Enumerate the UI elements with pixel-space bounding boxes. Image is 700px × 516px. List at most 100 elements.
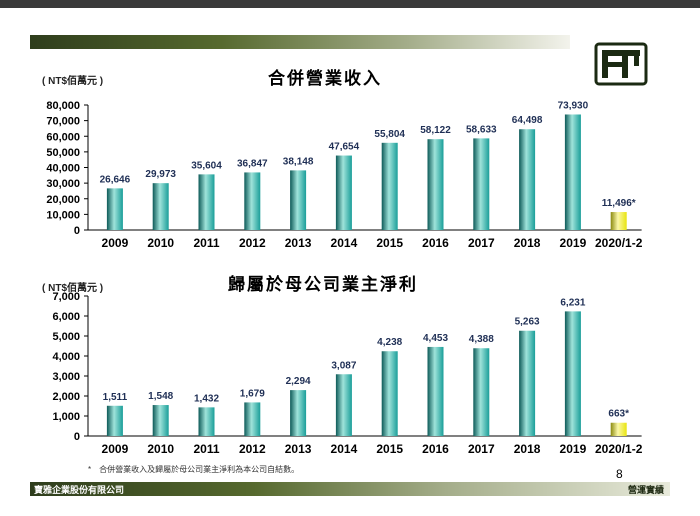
bar bbox=[198, 407, 215, 436]
data-label: 1,548 bbox=[148, 391, 173, 402]
data-label: 5,263 bbox=[515, 317, 540, 328]
x-tick-label: 2020/1-2 bbox=[595, 442, 643, 456]
bar-highlight bbox=[610, 212, 627, 230]
x-tick-label: 2015 bbox=[376, 442, 403, 456]
data-label: 47,654 bbox=[329, 142, 360, 153]
data-label: 1,432 bbox=[194, 393, 219, 404]
bar bbox=[106, 188, 123, 230]
revenue-bar-chart: 0 10,000 20,000 30,000 40,000 50,000 60,000 70,… bbox=[46, 100, 643, 250]
x-tick-label: 2012 bbox=[239, 236, 266, 250]
y-tick-label: 5,000 bbox=[52, 331, 80, 343]
bar bbox=[335, 374, 352, 436]
y-tick-label: 10,000 bbox=[46, 209, 80, 221]
bar bbox=[381, 351, 398, 436]
x-tick-label: 2017 bbox=[468, 236, 495, 250]
y-tick-label: 3,000 bbox=[52, 371, 80, 383]
data-label: 1,679 bbox=[240, 388, 265, 399]
bar bbox=[152, 183, 169, 230]
bar bbox=[290, 390, 307, 436]
x-tick-label: 2014 bbox=[331, 236, 358, 250]
data-label: 1,511 bbox=[103, 392, 128, 403]
page-number: 8 bbox=[616, 467, 623, 481]
company-name: 寶雅企業股份有限公司 bbox=[34, 485, 125, 495]
bar bbox=[335, 155, 352, 230]
bar bbox=[106, 405, 123, 436]
y-tick-label: 0 bbox=[74, 431, 80, 443]
bar bbox=[473, 348, 490, 436]
data-label: 64,498 bbox=[512, 115, 543, 126]
x-tick-label: 2013 bbox=[285, 236, 312, 250]
x-tick-label: 2016 bbox=[422, 236, 449, 250]
y-tick-label: 0 bbox=[74, 225, 80, 237]
net-income-unit-label: ( NT$佰萬元 ) bbox=[42, 283, 104, 294]
x-tick-label: 2014 bbox=[331, 442, 358, 456]
bar-highlight bbox=[610, 422, 627, 436]
x-tick-label: 2010 bbox=[147, 236, 174, 250]
y-tick-label: 50,000 bbox=[46, 147, 80, 159]
x-tick-label: 2013 bbox=[285, 442, 312, 456]
x-tick-label: 2018 bbox=[514, 442, 541, 456]
x-tick-label: 2011 bbox=[193, 236, 219, 250]
revenue-unit-label: ( NT$佰萬元 ) bbox=[42, 76, 104, 87]
x-tick-label: 2010 bbox=[147, 442, 174, 456]
y-tick-label: 60,000 bbox=[46, 131, 80, 143]
bar bbox=[244, 172, 261, 230]
data-label: 29,973 bbox=[145, 169, 176, 180]
footnote: * 合併營業收入及歸屬於母公司業主淨利為本公司自結數。 bbox=[88, 465, 300, 474]
x-tick-label: 2018 bbox=[514, 236, 541, 250]
header-gradient-band bbox=[30, 35, 570, 49]
x-tick-label: 2015 bbox=[376, 236, 403, 250]
x-tick-label: 2016 bbox=[422, 442, 449, 456]
section-name: 營運實績 bbox=[627, 485, 664, 495]
bar bbox=[290, 170, 307, 230]
bar bbox=[152, 405, 169, 436]
bar bbox=[427, 346, 444, 436]
company-logo-icon bbox=[594, 42, 648, 86]
y-tick-label: 6,000 bbox=[52, 311, 80, 323]
bar bbox=[473, 138, 490, 230]
bar bbox=[427, 139, 444, 230]
x-tick-label: 2019 bbox=[560, 236, 587, 250]
bar bbox=[564, 114, 581, 230]
y-tick-label: 20,000 bbox=[46, 194, 80, 206]
bar bbox=[519, 129, 536, 230]
data-label: 4,453 bbox=[423, 333, 448, 344]
y-tick-label: 1,000 bbox=[52, 411, 80, 423]
y-tick-label: 40,000 bbox=[46, 163, 80, 175]
data-label: 26,646 bbox=[100, 174, 131, 185]
data-label: 35,604 bbox=[191, 160, 222, 171]
bar bbox=[244, 402, 261, 436]
x-tick-label: 2011 bbox=[193, 442, 219, 456]
data-label: 4,388 bbox=[469, 334, 494, 345]
y-tick-label: 70,000 bbox=[46, 116, 80, 128]
y-tick-label: 2,000 bbox=[52, 391, 80, 403]
data-label: 36,847 bbox=[237, 158, 268, 169]
data-label: 58,633 bbox=[466, 124, 497, 135]
bar bbox=[519, 330, 536, 436]
y-tick-label: 7,000 bbox=[52, 291, 80, 303]
data-label: 73,930 bbox=[558, 100, 589, 111]
x-tick-label: 2009 bbox=[102, 442, 129, 456]
footer-gradient-band: 寶雅企業股份有限公司 營運實績 bbox=[30, 482, 670, 496]
y-tick-label: 80,000 bbox=[46, 100, 80, 112]
data-label: 3,087 bbox=[331, 360, 356, 371]
data-label: 38,148 bbox=[283, 156, 314, 167]
x-tick-label: 2012 bbox=[239, 442, 266, 456]
y-tick-label: 4,000 bbox=[52, 351, 80, 363]
net-income-bar-chart: 0 1,000 2,000 3,000 4,000 5,000 6,000 7,000 1,51… bbox=[52, 291, 643, 456]
y-tick-label: 30,000 bbox=[46, 178, 80, 190]
x-tick-label: 2017 bbox=[468, 442, 495, 456]
bar bbox=[198, 174, 215, 230]
data-label: 663* bbox=[608, 409, 629, 420]
data-label: 58,122 bbox=[420, 125, 451, 136]
data-label: 4,238 bbox=[377, 337, 402, 348]
net-income-chart-title: 歸屬於母公司業主淨利 bbox=[228, 275, 418, 295]
data-label: 2,294 bbox=[286, 376, 311, 387]
data-label: 55,804 bbox=[374, 129, 405, 140]
data-label: 11,496* bbox=[602, 198, 636, 209]
bar bbox=[381, 142, 398, 230]
x-tick-label: 2019 bbox=[560, 442, 587, 456]
data-label: 6,231 bbox=[560, 297, 585, 308]
revenue-chart-title: 合併營業收入 bbox=[268, 69, 382, 89]
x-tick-label: 2020/1-2 bbox=[595, 236, 643, 250]
